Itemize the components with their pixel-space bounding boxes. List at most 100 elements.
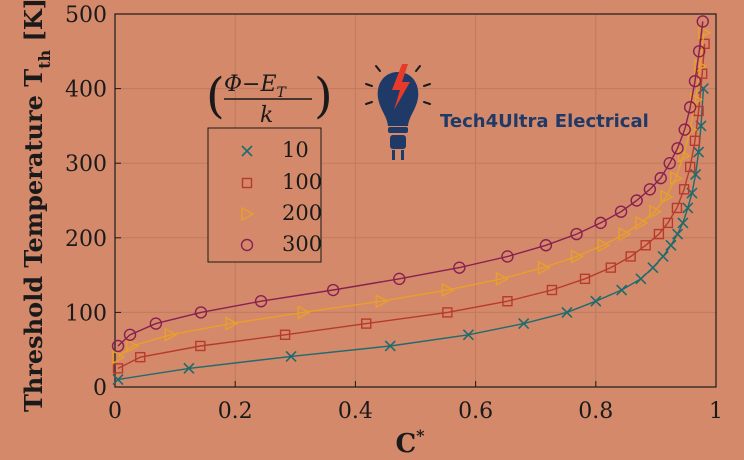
data-point-100 [653,228,665,240]
data-point-300 [393,272,406,286]
x-tick-label: 0.8 [578,399,613,424]
data-point-300 [453,261,466,274]
data-point-300 [539,239,553,252]
data-point-200 [597,238,611,253]
data-point-10 [384,340,396,352]
data-point-10 [693,146,705,158]
legend-label-300: 300 [282,232,322,256]
data-point-100 [546,284,558,296]
data-point-10 [561,306,573,318]
data-point-200 [112,349,126,365]
x-tick-label: 0.6 [458,399,493,424]
data-point-200 [689,92,704,107]
legend-marker-10 [241,145,253,157]
data-point-100 [678,184,690,195]
data-point-100 [112,363,124,374]
legend-marker-300 [240,238,254,252]
data-point-200 [694,59,708,74]
data-point-100 [625,251,636,262]
data-point-200 [618,226,632,242]
data-point-300 [663,156,676,170]
x-tick-label: 0.2 [218,399,253,424]
data-point-10 [635,273,647,285]
data-point-300 [326,283,340,297]
plot-area-frame [114,13,717,388]
data-point-100 [442,307,453,318]
data-point-100 [502,296,513,307]
series-group [111,15,712,386]
data-point-300 [194,306,208,319]
legend-title-denominator: k [260,103,273,128]
y-tick-label: 400 [65,78,107,103]
data-point-200 [537,260,551,275]
series-line-100 [117,43,706,370]
data-point-300 [123,328,137,341]
data-point-300 [614,205,628,218]
legend-title: ( Φ−ET k ) [206,68,333,128]
data-point-10 [112,373,124,386]
data-point-200 [126,338,140,354]
data-point-10 [183,362,195,374]
lightbulb-plug-icon [365,64,431,160]
x-tick-label: 0.4 [338,399,373,424]
data-point-10 [647,262,659,274]
data-point-300 [594,216,607,230]
series-100 [112,38,710,374]
data-point-300 [149,317,163,330]
data-point-100 [684,161,696,173]
x-tick-label: 1 [709,399,723,424]
y-tick-label: 200 [65,227,107,252]
legend-title-close-paren: ) [314,68,333,124]
data-point-200 [648,204,663,219]
legend: 10 100 200 300 [207,127,322,263]
data-point-300 [671,142,684,155]
data-point-10 [665,239,677,251]
watermark-logo: Tech4Ultra Electrical [365,64,649,160]
data-point-200 [698,25,712,40]
data-point-10 [682,202,694,214]
data-point-200 [660,189,674,204]
series-line-300 [117,21,704,347]
data-point-200 [375,294,389,309]
y-axis-label: Threshold Temperature Tth [K] [19,0,54,412]
series-line-10 [117,88,705,381]
data-point-100 [662,217,674,229]
data-point-300 [692,45,706,58]
series-10 [112,83,709,386]
legend-label-10: 10 [282,138,309,162]
data-point-10 [518,318,530,330]
data-point-100 [696,68,708,79]
data-point-200 [495,271,509,287]
series-200 [112,25,712,365]
x-axis-label: C* [395,426,425,459]
y-tick-label: 300 [65,152,107,177]
data-point-200 [635,215,649,231]
watermark-text: Tech4Ultra Electrical [440,111,649,132]
data-point-10 [671,228,684,240]
series-line-200 [117,32,705,358]
data-point-200 [570,249,585,264]
legend-markers [240,145,255,252]
legend-box [207,127,322,263]
data-point-10 [462,329,474,341]
data-point-10 [590,295,602,307]
data-point-100 [579,273,591,285]
legend-label-200: 200 [282,201,322,225]
data-point-300 [501,250,514,263]
data-point-10 [285,350,297,362]
data-point-10 [677,217,689,229]
data-point-300 [630,194,643,207]
data-point-300 [683,101,697,114]
data-point-200 [677,148,692,163]
legend-marker-200 [241,206,255,222]
legend-marker-100 [241,177,253,189]
x-tick-label: 0 [108,399,122,424]
data-point-100 [361,318,372,329]
series-300 [111,15,709,353]
y-tick-label: 0 [93,376,107,401]
data-point-100 [279,329,291,340]
legend-title-open-paren: ( [206,68,225,124]
data-point-200 [297,305,311,320]
